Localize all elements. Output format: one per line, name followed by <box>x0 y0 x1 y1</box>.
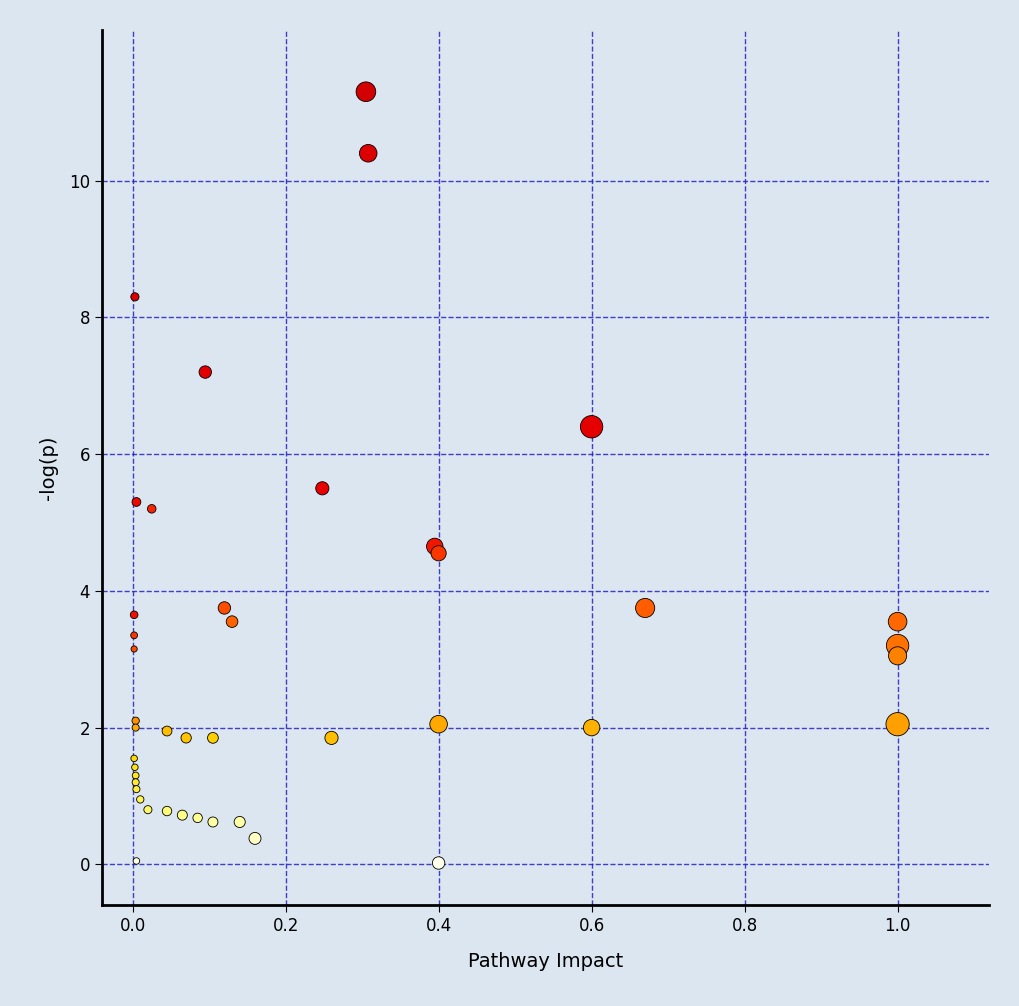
Point <box>360 145 376 161</box>
Point <box>430 855 446 871</box>
Point <box>127 719 144 735</box>
Point <box>127 775 144 791</box>
Point <box>197 364 213 380</box>
Point <box>426 538 442 554</box>
Point <box>128 853 145 869</box>
Point <box>231 814 248 830</box>
Point <box>128 781 145 797</box>
Point <box>430 716 446 732</box>
Point <box>205 729 221 745</box>
Point <box>889 648 905 664</box>
Point <box>224 614 240 630</box>
Point <box>247 830 263 846</box>
Point <box>159 803 175 819</box>
X-axis label: Pathway Impact: Pathway Impact <box>468 952 623 971</box>
Y-axis label: -log(p): -log(p) <box>39 436 58 500</box>
Point <box>430 545 446 561</box>
Point <box>132 792 149 808</box>
Point <box>126 760 143 776</box>
Point <box>358 83 374 100</box>
Point <box>126 607 143 623</box>
Point <box>128 494 145 510</box>
Point <box>205 814 221 830</box>
Point <box>323 729 339 745</box>
Point <box>159 723 175 739</box>
Point <box>583 719 599 735</box>
Point <box>216 600 232 616</box>
Point <box>127 712 144 728</box>
Point <box>889 638 905 654</box>
Point <box>126 750 143 767</box>
Point <box>190 810 206 826</box>
Point <box>126 641 143 657</box>
Point <box>889 716 905 732</box>
Point <box>889 614 905 630</box>
Point <box>178 729 195 745</box>
Point <box>144 501 160 517</box>
Point <box>583 418 599 435</box>
Point <box>174 807 191 823</box>
Point <box>126 628 143 644</box>
Point <box>126 289 143 305</box>
Point <box>127 768 144 784</box>
Point <box>636 600 653 616</box>
Point <box>314 480 330 496</box>
Point <box>140 802 156 818</box>
